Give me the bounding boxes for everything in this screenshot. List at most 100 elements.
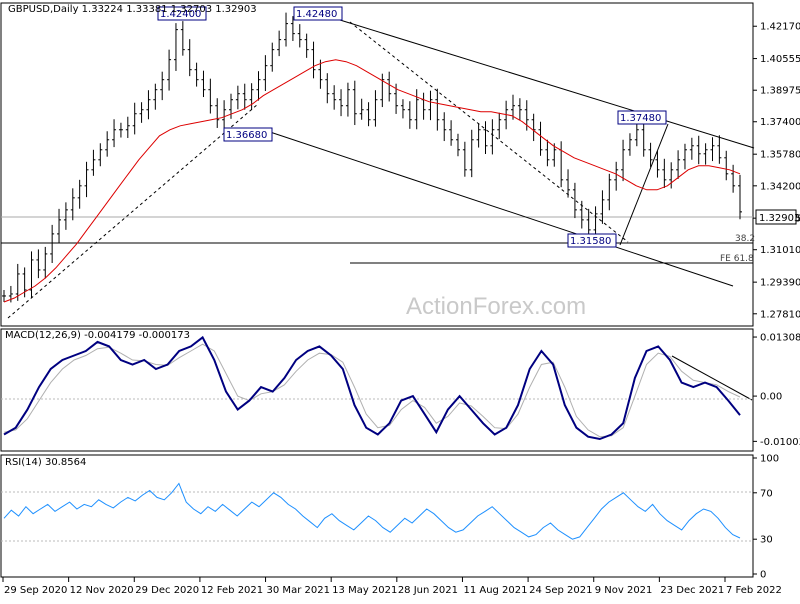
ohlc-bar	[180, 21, 185, 56]
ohlc-bar	[373, 90, 378, 127]
price-annotation: 1.31580	[567, 233, 617, 248]
ohlc-bar	[483, 121, 488, 154]
ohlc-bar	[682, 143, 687, 170]
ohlc-bar	[366, 102, 371, 127]
price-ytick-label: 1.35780	[760, 150, 800, 161]
fib-label: 38.2	[735, 234, 755, 244]
ohlc-bar	[689, 137, 694, 160]
ohlc-bar	[153, 83, 158, 110]
macd-header: MACD(12,26,9) -0.004179 -0.000173	[5, 330, 190, 341]
price-ytick-label: 1.31010	[760, 245, 800, 256]
ohlc-bar	[297, 24, 302, 48]
ohlc-bar	[332, 85, 337, 110]
fib-label: FE 61.8	[720, 254, 754, 264]
ohlc-bar	[641, 119, 646, 157]
ohlc-bar	[738, 174, 742, 220]
ohlc-bar	[380, 73, 385, 108]
ohlc-bar	[63, 202, 68, 230]
rsi-header: RSI(14) 30.8564	[5, 457, 87, 468]
ohlc-bar	[304, 33, 309, 58]
ohlc-bar	[139, 102, 144, 123]
price-annotation: 1.42480	[293, 6, 343, 21]
ohlc-bar	[497, 112, 502, 139]
ohlc-bar	[435, 88, 440, 131]
price-ytick-label: 1.37400	[760, 117, 800, 128]
ohlc-bar	[407, 101, 412, 129]
ohlc-bar	[263, 55, 268, 91]
price-ytick-label: 1.42170	[760, 22, 800, 33]
ohlc-bar	[703, 143, 708, 165]
ohlc-bar	[15, 263, 20, 301]
ohlc-bar	[98, 143, 103, 167]
ohlc-bar	[2, 289, 6, 302]
ohlc-bar	[194, 62, 199, 87]
price-ytick-label: 1.29390	[760, 278, 800, 289]
ohlc-bar	[91, 149, 96, 176]
channel-upper-line	[339, 19, 755, 149]
ohlc-bar	[256, 71, 261, 101]
ohlc-bar	[490, 119, 495, 155]
rsi-line	[3, 482, 741, 540]
ohlc-bar	[676, 150, 681, 179]
ohlc-bar	[112, 119, 117, 148]
ohlc-bar	[669, 162, 674, 189]
ohlc-bar	[566, 169, 571, 198]
macd-trendline	[671, 355, 753, 401]
ohlc-bar	[428, 90, 433, 121]
ohlc-bar	[627, 133, 632, 156]
x-tick-label: 29 Dec 2020	[135, 585, 199, 596]
ohlc-bar	[160, 71, 165, 101]
x-tick-label: 23 Dec 2021	[660, 585, 724, 596]
rsi-ytick-label: 0	[760, 570, 766, 581]
ohlc-bar	[648, 142, 653, 168]
ohlc-bar	[249, 83, 254, 111]
ohlc-bar	[187, 39, 192, 77]
macd-signal-line	[3, 343, 741, 438]
ohlc-bar	[270, 42, 275, 72]
ohlc-bar	[352, 80, 357, 126]
ohlc-bar	[339, 89, 344, 117]
ohlc-bar	[242, 83, 247, 110]
ohlc-bar	[469, 129, 474, 178]
x-tick-label: 13 May 2021	[332, 585, 397, 596]
ohlc-bar	[318, 59, 323, 89]
ohlc-bar	[476, 123, 481, 148]
ohlc-bar	[655, 150, 660, 178]
macd-panel-frame	[0, 328, 754, 452]
ohlc-bar	[277, 30, 282, 57]
ohlc-bar	[222, 100, 227, 129]
ohlc-bar	[235, 85, 240, 110]
rsi-panel-frame	[0, 454, 754, 578]
ohlc-bar	[215, 98, 220, 128]
trendline-up	[619, 123, 669, 246]
ohlc-bar	[29, 251, 34, 298]
ohlc-bar	[311, 41, 316, 79]
price-ytick-label: 1.40555	[760, 54, 800, 65]
price-ytick-label: 1.27810	[760, 309, 800, 320]
macd-line	[3, 335, 741, 441]
current-price-label: 1.32903	[759, 213, 800, 224]
ohlc-bar	[325, 73, 330, 104]
macd-ytick-label: 0.00	[760, 392, 782, 403]
x-tick-label: 11 Aug 2021	[463, 585, 527, 596]
ohlc-bar	[173, 23, 178, 71]
rsi-ytick-label: 30	[760, 535, 773, 546]
ohlc-bar	[345, 82, 350, 117]
ohlc-bar	[70, 188, 75, 221]
ohlc-bar	[724, 150, 729, 181]
x-tick-label: 7 Feb 2022	[726, 585, 782, 596]
ohlc-bar	[414, 89, 419, 130]
ohlc-bar	[614, 161, 619, 191]
ohlc-bar	[696, 135, 701, 165]
ohlc-bar	[201, 70, 206, 98]
ohlc-bar	[449, 120, 454, 146]
svg-text:1.31580: 1.31580	[570, 236, 611, 247]
ohlc-bar	[284, 12, 289, 47]
ohlc-bar	[167, 49, 172, 91]
ohlc-bar	[517, 98, 522, 121]
x-tick-label: 24 Sep 2021	[529, 585, 592, 596]
watermark: ActionForex.com	[406, 293, 586, 320]
ohlc-bar	[118, 122, 123, 138]
